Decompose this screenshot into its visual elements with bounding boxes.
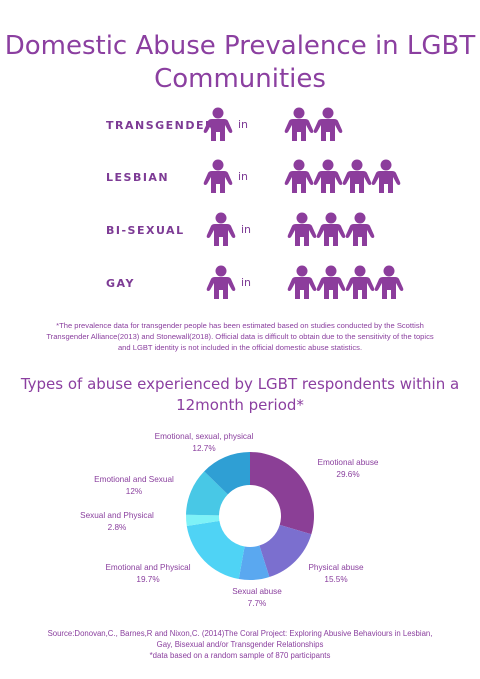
slice-label: Emotional, sexual, physical (155, 432, 254, 441)
source-line-3: *data based on a random sample of 870 pa… (149, 651, 331, 660)
donut-slice-emotional-sexual-physical (204, 452, 250, 495)
chart-title: Types of abuse experienced by LGBT respo… (20, 375, 460, 414)
person-icon (316, 265, 346, 299)
prevalence-row-label: TRANSGENDER (106, 119, 215, 132)
prevalence-row-transgender: TRANSGENDER in (0, 105, 480, 145)
slice-label: Emotional and Physical (105, 563, 190, 572)
slice-value-label: 7.7% (248, 599, 267, 608)
donut-slice-sexual-abuse (238, 545, 270, 580)
person-icon (316, 212, 346, 246)
prevalence-row-label: LESBIAN (106, 171, 170, 184)
person-icon (374, 265, 404, 299)
slice-value-label: 19.7% (136, 575, 159, 584)
slice-label: Emotional abuse (318, 458, 379, 467)
donut-slice-emotional-abuse (250, 452, 315, 535)
person-icon (345, 265, 375, 299)
person-icon (313, 159, 343, 193)
person-icon (342, 159, 372, 193)
slice-label: Emotional and Sexual (94, 475, 174, 484)
person-icon (203, 159, 233, 193)
prevalence-row-lesbian: LESBIAN in (0, 157, 480, 197)
person-icon (313, 107, 343, 141)
person-icon (345, 212, 375, 246)
slice-label: Physical abuse (308, 563, 364, 572)
person-icon (284, 107, 314, 141)
slice-value-label: 2.8% (108, 523, 127, 532)
person-icon (206, 265, 236, 299)
slice-value-label: 15.5% (324, 575, 347, 584)
in-label: in (238, 118, 249, 131)
person-icon (287, 212, 317, 246)
source-line-1: Source:Donovan,C., Barnes,R and Nixon,C.… (47, 629, 433, 638)
slice-value-label: 12.7% (192, 444, 215, 453)
donut-chart: Emotional abuse 29.6% Physical abuse 15.5% S… (80, 432, 379, 608)
prevalence-row-gay: GAY in (0, 263, 480, 303)
slice-value-label: 12% (126, 487, 142, 496)
prevalence-row-bi-sexual: BI-SEXUAL in (0, 210, 480, 250)
person-icon (284, 159, 314, 193)
source-line-2: Gay, Bisexual and/or Transgender Relatio… (156, 640, 324, 649)
donut-slice-sexual-and-physical (186, 514, 220, 527)
person-icon (203, 107, 233, 141)
source-note: Source:Donovan,C., Barnes,R and Nixon,C.… (30, 628, 450, 661)
person-icon (371, 159, 401, 193)
slice-label: Sexual and Physical (80, 511, 154, 520)
donut-slice-physical-abuse (259, 524, 312, 577)
in-label: in (238, 170, 249, 183)
slice-label: Sexual abuse (232, 587, 282, 596)
prevalence-row-label: BI-SEXUAL (106, 224, 185, 237)
prevalence-note: *The prevalence data for transgender peo… (46, 321, 434, 352)
donut-slice-emotional-and-sexual (186, 471, 228, 516)
donut-slice-emotional-and-physical (186, 520, 245, 580)
page-title: Domestic Abuse Prevalence in LGBT Commun… (4, 31, 476, 94)
in-label: in (241, 276, 252, 289)
in-label: in (241, 223, 252, 236)
person-icon (287, 265, 317, 299)
person-icon (206, 212, 236, 246)
prevalence-row-label: GAY (106, 277, 135, 290)
slice-value-label: 29.6% (336, 470, 359, 479)
